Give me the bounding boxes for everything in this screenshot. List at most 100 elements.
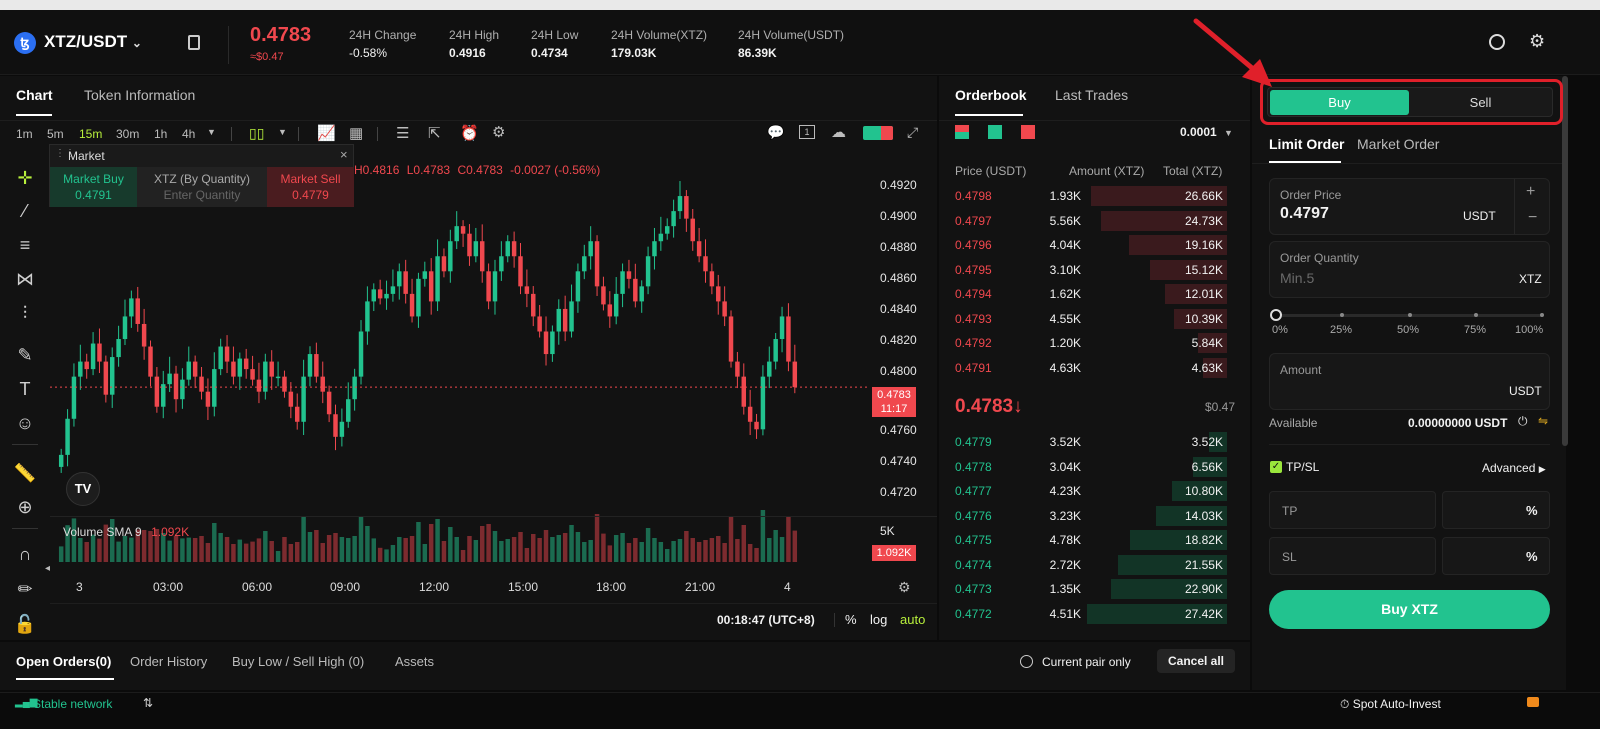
percent-scale-toggle[interactable]: % xyxy=(845,612,857,627)
amount-field[interactable]: Amount USDT xyxy=(1269,353,1550,410)
ask-row[interactable]: 0.4796 4.04K 19.16K xyxy=(939,233,1239,257)
current-pair-radio[interactable] xyxy=(1020,655,1033,668)
ask-row[interactable]: 0.4794 1.62K 12.01K xyxy=(939,282,1239,306)
zoom-in-icon[interactable]: ⊕ xyxy=(17,497,33,517)
fib-icon[interactable]: ⫶ xyxy=(22,303,28,323)
favorite-icon[interactable] xyxy=(188,35,200,50)
bid-row[interactable]: 0.4773 1.35K 22.90K xyxy=(939,577,1239,601)
pattern-icon[interactable]: ⋈ xyxy=(16,269,34,289)
sl-percent-field[interactable]: % xyxy=(1442,537,1550,575)
emoji-icon[interactable]: ☺ xyxy=(15,413,35,433)
candle-dropdown-icon[interactable]: ▼ xyxy=(278,127,287,137)
cancel-all-button[interactable]: Cancel all xyxy=(1157,649,1235,673)
market-sell-button[interactable]: Market Sell 0.4779 xyxy=(267,167,354,207)
slider-knob[interactable] xyxy=(1270,309,1282,321)
deposit-icon[interactable]: ⏻ xyxy=(1518,414,1528,428)
tab-sell[interactable]: Sell xyxy=(1469,95,1492,110)
transfer-icon[interactable]: ⇋ xyxy=(1538,414,1549,428)
tab-limit-order[interactable]: Limit Order xyxy=(1269,136,1345,152)
chat-icon[interactable]: 💬 xyxy=(767,124,785,140)
bid-row[interactable]: 0.4772 4.51K 27.42K xyxy=(939,602,1239,626)
ruler-icon[interactable]: 📏 xyxy=(13,463,37,483)
list-icon[interactable]: ☰ xyxy=(396,125,410,142)
pair-selector[interactable]: XTZ/USDT ⌄ xyxy=(44,32,142,52)
interval-4h[interactable]: 4h xyxy=(182,127,196,141)
horizontal-lines-icon[interactable]: ≡ xyxy=(19,235,31,255)
ask-row[interactable]: 0.4797 5.56K 24.73K xyxy=(939,209,1239,233)
settings-sliders-icon[interactable]: ⇅ xyxy=(143,696,154,710)
alarm-icon[interactable]: ⏰ xyxy=(460,125,479,142)
share-icon[interactable]: ⇱ xyxy=(428,125,441,142)
bid-row[interactable]: 0.4775 4.78K 18.82K xyxy=(939,528,1239,552)
view-both-icon[interactable] xyxy=(955,125,969,139)
indicators-icon[interactable]: 📈 xyxy=(317,125,336,142)
unlock-icon[interactable]: 🔓 xyxy=(13,614,37,634)
candlestick-chart[interactable] xyxy=(50,164,870,594)
tab-market-order[interactable]: Market Order xyxy=(1357,136,1440,152)
ask-row[interactable]: 0.4792 1.20K 5.84K xyxy=(939,331,1239,355)
log-scale-toggle[interactable]: log xyxy=(870,612,888,627)
bid-row[interactable]: 0.4777 4.23K 10.80K xyxy=(939,479,1239,503)
tab-order-history[interactable]: Order History xyxy=(130,654,208,669)
increase-price-button[interactable]: + xyxy=(1526,183,1536,200)
lock-drawings-icon[interactable]: ✏ xyxy=(17,579,33,599)
brush-icon[interactable]: ✎ xyxy=(17,345,33,365)
scrollbar[interactable] xyxy=(1562,76,1568,446)
crosshair-icon[interactable]: ✛ xyxy=(17,168,33,188)
chart-settings-icon[interactable]: ⚙ xyxy=(492,124,506,141)
order-quantity-field[interactable]: Order Quantity Min.5 XTZ xyxy=(1269,241,1550,298)
advanced-link[interactable]: Advanced ▶ xyxy=(1482,461,1546,475)
precision-select[interactable]: 0.0001 ▼ xyxy=(1180,125,1233,139)
trendline-icon[interactable]: ⁄ xyxy=(23,201,27,221)
timer-icon[interactable] xyxy=(1489,34,1505,50)
tab-last-trades[interactable]: Last Trades xyxy=(1055,87,1129,103)
market-buy-button[interactable]: Market Buy 0.4791 xyxy=(50,167,137,207)
text-tool-icon[interactable]: T xyxy=(19,379,31,399)
bid-row[interactable]: 0.4778 3.04K 6.56K xyxy=(939,455,1239,479)
gear-icon[interactable]: ⚙ xyxy=(1529,31,1546,51)
interval-1h[interactable]: 1h xyxy=(154,127,168,141)
ask-row[interactable]: 0.4798 1.93K 26.66K xyxy=(939,184,1239,208)
magnet-icon[interactable]: ∩ xyxy=(18,544,32,564)
tab-chart[interactable]: Chart xyxy=(16,87,53,103)
interval-15m[interactable]: 15m xyxy=(79,127,103,141)
view-asks-icon[interactable] xyxy=(1021,125,1035,139)
amount-slider[interactable] xyxy=(1270,308,1546,324)
tpsl-checkbox[interactable]: ✓ xyxy=(1270,461,1282,473)
ask-row[interactable]: 0.4791 4.63K 4.63K xyxy=(939,356,1239,380)
ask-row[interactable]: 0.4793 4.55K 10.39K xyxy=(939,307,1239,331)
tab-buy[interactable]: Buy xyxy=(1270,90,1409,115)
order-price-field[interactable]: Order Price 0.4797 USDT + − xyxy=(1269,178,1550,235)
auto-scale-toggle[interactable]: auto xyxy=(900,612,926,627)
market-quantity-input[interactable]: XTZ (By Quantity) Enter Quantity xyxy=(137,167,267,207)
interval-30m[interactable]: 30m xyxy=(116,127,140,141)
cloud-icon[interactable]: ☁ xyxy=(831,124,846,141)
chat-support-icon[interactable] xyxy=(1527,697,1539,707)
interval-1m[interactable]: 1m xyxy=(16,127,33,141)
view-bids-icon[interactable] xyxy=(988,125,1002,139)
bid-row[interactable]: 0.4779 3.52K 3.52K xyxy=(939,430,1239,454)
candle-type-icon[interactable]: ▯▯ xyxy=(249,125,265,141)
tp-field[interactable]: TP xyxy=(1269,491,1436,529)
sl-field[interactable]: SL xyxy=(1269,537,1436,575)
fullscreen-icon[interactable]: ⤢ xyxy=(907,124,919,140)
bs-toggle-icon[interactable] xyxy=(863,126,893,140)
tab-assets[interactable]: Assets xyxy=(395,654,435,669)
interval-dropdown-icon[interactable]: ▼ xyxy=(207,127,216,137)
interval-5m[interactable]: 5m xyxy=(47,127,64,141)
drag-handle-icon[interactable]: ⋮⋮ xyxy=(55,148,75,159)
decrease-price-button[interactable]: − xyxy=(1528,209,1538,226)
tab-buy-low-sell-high[interactable]: Buy Low / Sell High (0) xyxy=(232,654,365,669)
axis-settings-icon[interactable]: ⚙ xyxy=(898,579,911,595)
tp-percent-field[interactable]: % xyxy=(1442,491,1550,529)
bid-row[interactable]: 0.4776 3.23K 14.03K xyxy=(939,504,1239,528)
single-chart-icon[interactable]: 1 xyxy=(799,125,815,139)
layout-grid-icon[interactable]: ▦ xyxy=(349,125,364,142)
ask-row[interactable]: 0.4795 3.10K 15.12K xyxy=(939,258,1239,282)
collapse-tools-icon[interactable]: ◂ xyxy=(45,563,51,574)
tab-token-information[interactable]: Token Information xyxy=(84,87,196,103)
auto-invest-link[interactable]: ⏱ Spot Auto-Invest xyxy=(1340,697,1441,712)
bid-row[interactable]: 0.4774 2.72K 21.55K xyxy=(939,553,1239,577)
market-box-close-icon[interactable]: × xyxy=(340,147,348,162)
buy-xtz-button[interactable]: Buy XTZ xyxy=(1269,590,1550,629)
